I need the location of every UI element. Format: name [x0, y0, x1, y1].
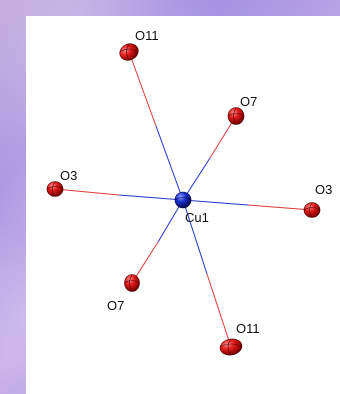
bond-cu1-o3-left-oxygen: [54, 188, 120, 196]
label-o11-top: O11: [135, 28, 159, 43]
bond-cu1-o11-bottom-oxygen: [206, 273, 232, 348]
bond-cu1-o11-top-oxygen: [128, 51, 157, 127]
atom-o7-upper: [227, 107, 245, 125]
label-o11-bottom: O11: [236, 321, 260, 336]
label-o7-upper: O7: [240, 94, 257, 109]
atom-o11-top: [119, 43, 139, 61]
atom-o3-left: [46, 181, 64, 197]
bond-cu1-o3-left-metal: [118, 194, 184, 201]
atoms: [46, 43, 321, 356]
bond-cu1-o11-bottom-metal: [182, 199, 208, 275]
bond-cu1-o11-top-metal: [155, 125, 184, 201]
label-o7-lower: O7: [107, 298, 124, 313]
bond-cu1-o3-right-oxygen: [247, 204, 313, 211]
label-cu1: Cu1: [185, 210, 209, 225]
bond-cu1-o3-right-metal: [182, 199, 249, 206]
atom-o11-bottom: [219, 338, 243, 356]
label-o3-left: O3: [60, 168, 77, 183]
bonds: [54, 51, 313, 348]
bond-cu1-o7-upper-metal: [182, 157, 211, 201]
atom-cu1: [174, 191, 192, 209]
label-o3-right: O3: [315, 182, 332, 197]
atom-o3-right: [303, 202, 321, 218]
atom-labels: O11 O7 O3 O3 Cu1 O7 O11: [60, 28, 332, 336]
atom-o7-lower: [124, 274, 140, 292]
